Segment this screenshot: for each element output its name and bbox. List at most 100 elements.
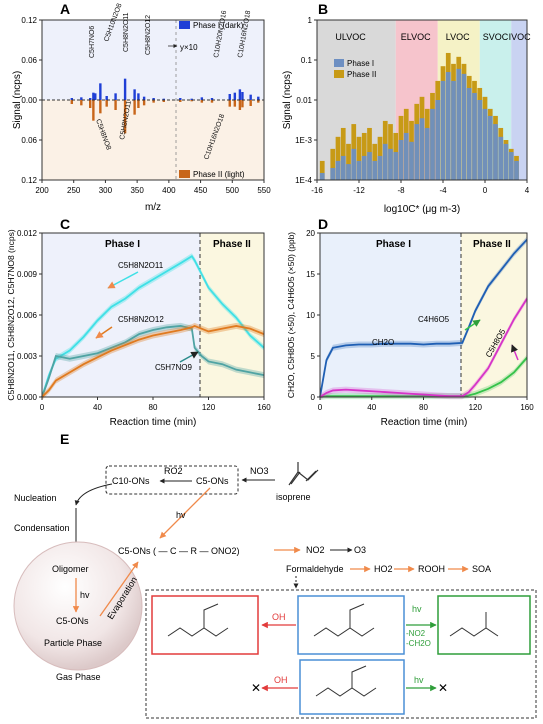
panel-letter-a: A bbox=[60, 1, 70, 17]
y-tick-label: 0.01 bbox=[296, 96, 312, 105]
molecule-skeleton-2-icon bbox=[313, 603, 375, 637]
bar-phase2 bbox=[105, 100, 108, 107]
legend-swatch-phase2-light bbox=[179, 170, 190, 178]
x-tick-label: 500 bbox=[226, 186, 240, 195]
legend-label-phase1-dark: Phase I (dark) bbox=[193, 21, 244, 30]
arrow-nucleation bbox=[74, 483, 113, 506]
c5-ons-particle: C5-ONs bbox=[56, 616, 89, 626]
x-tick-label: -8 bbox=[397, 186, 405, 195]
bar-b-phase1 bbox=[472, 92, 477, 180]
series-band bbox=[42, 253, 264, 400]
bar-phase2 bbox=[114, 100, 117, 110]
panel-a-bars bbox=[70, 78, 260, 134]
panel-c-xlabel: Reaction time (min) bbox=[110, 417, 197, 428]
x-tick-label: 0 bbox=[483, 186, 488, 195]
series-line bbox=[41, 325, 265, 398]
arrow-hv-gas bbox=[159, 487, 211, 539]
bar-b-phase1 bbox=[435, 100, 441, 180]
legend-label-phase2-light: Phase II (light) bbox=[193, 170, 245, 179]
panel-e: E isoprene NO3 C5-ONs RO2 C10-ONs Nuclea… bbox=[13, 431, 537, 719]
bar-phase1 bbox=[123, 78, 127, 100]
structure-box-blue bbox=[297, 595, 405, 655]
bar-phase2 bbox=[142, 100, 146, 106]
y-tick-label: 0.06 bbox=[21, 136, 37, 145]
bar-phase2 bbox=[162, 100, 165, 102]
bar-phase2 bbox=[257, 100, 260, 103]
bar-b-phase1 bbox=[477, 100, 483, 180]
panel-b-bars bbox=[319, 52, 519, 181]
oh-label-2: OH bbox=[274, 675, 288, 685]
series-line bbox=[41, 324, 265, 398]
y-tick-label: 0.009 bbox=[17, 270, 38, 279]
panel-a-xlabel: m/z bbox=[145, 202, 161, 213]
region-label: ELVOC bbox=[401, 32, 431, 42]
bar-phase1 bbox=[133, 89, 136, 100]
bar-b-phase1 bbox=[388, 148, 393, 180]
c5-ons-top: C5-ONs bbox=[196, 476, 229, 486]
bar-phase2 bbox=[249, 100, 252, 106]
bar-phase1 bbox=[228, 94, 231, 100]
panel-c-lines bbox=[41, 253, 265, 400]
x-tick-label: 0 bbox=[318, 403, 323, 412]
x-tick-label: 120 bbox=[469, 403, 483, 412]
soa-label: SOA bbox=[472, 564, 491, 574]
formaldehyde-label: Formaldehyde bbox=[286, 564, 344, 574]
condensation-label: Condensation bbox=[14, 523, 70, 533]
arrow-d-1 bbox=[464, 319, 481, 331]
hv-label-particle: hv bbox=[80, 590, 90, 600]
arrow-c-2 bbox=[95, 326, 113, 339]
panel-letter-d: D bbox=[318, 216, 328, 232]
region-band bbox=[511, 20, 527, 180]
bar-phase1 bbox=[179, 98, 182, 100]
region-label: ULVOC bbox=[335, 32, 366, 42]
bar-b-phase1 bbox=[377, 155, 383, 180]
series-line bbox=[319, 238, 528, 398]
structure-box-blue-2 bbox=[299, 659, 405, 715]
x-tick-label: 350 bbox=[130, 186, 144, 195]
x-tick-label: -12 bbox=[353, 186, 365, 195]
bar-b-phase1 bbox=[330, 167, 336, 180]
bar-phase1 bbox=[162, 98, 165, 100]
panel-c-phase2-label: Phase II bbox=[213, 239, 251, 250]
y-tick-label: 0.06 bbox=[21, 56, 37, 65]
panel-letter-c: C bbox=[60, 216, 70, 232]
label-c5h7no9: C5H7NO9 bbox=[155, 363, 192, 372]
x-tick-label: 200 bbox=[35, 186, 49, 195]
region-band bbox=[317, 20, 396, 180]
bar-b-phase1 bbox=[419, 118, 425, 180]
bar-phase1 bbox=[238, 89, 242, 100]
legend-swatch-b-phase1 bbox=[334, 59, 344, 67]
arrow-evaporation bbox=[99, 561, 139, 617]
series-line bbox=[319, 298, 528, 398]
particle-sphere bbox=[13, 541, 143, 671]
region-label: IVOC bbox=[509, 32, 532, 42]
bar-phase2 bbox=[152, 100, 155, 103]
bar-phase1 bbox=[94, 93, 97, 100]
bar-phase2 bbox=[190, 100, 193, 102]
panel-d: D 0 40 80 120 160 0 5 10 15 20 Phase I Phase II C… bbox=[286, 216, 534, 428]
x-tick-label: -4 bbox=[439, 186, 447, 195]
panel-a-axes: 200 250 300 350 400 450 500 550 0.12 0.06 0.00 0.06… bbox=[21, 16, 271, 195]
bar-b-phase1 bbox=[461, 73, 467, 180]
panel-c-phase2-bg bbox=[200, 233, 264, 397]
bar-b-phase2 bbox=[319, 160, 325, 180]
bar-b-phase1 bbox=[451, 80, 456, 180]
molecule-skeleton-4-icon bbox=[315, 665, 377, 697]
series-band bbox=[42, 322, 264, 400]
nucleation-label: Nucleation bbox=[14, 493, 57, 503]
isoprene-label: isoprene bbox=[276, 492, 311, 502]
bar-phase1 bbox=[257, 96, 260, 100]
gas-phase-label: Gas Phase bbox=[56, 672, 101, 682]
peak-label-top-4: C5H8N2O12 bbox=[145, 15, 152, 55]
bar-b-phase1 bbox=[498, 136, 504, 180]
bar-phase2 bbox=[241, 100, 244, 108]
bar-b-phase1 bbox=[414, 124, 420, 180]
bar-b-phase1 bbox=[346, 164, 351, 180]
bar-phase2 bbox=[133, 100, 136, 115]
structure-box-green bbox=[437, 595, 531, 655]
legend-swatch-phase1-dark bbox=[179, 21, 190, 29]
y-tick-label: 0.1 bbox=[301, 56, 313, 65]
bar-phase2 bbox=[210, 100, 214, 103]
x-tick-label: 160 bbox=[520, 403, 534, 412]
region-label: LVOC bbox=[446, 32, 470, 42]
